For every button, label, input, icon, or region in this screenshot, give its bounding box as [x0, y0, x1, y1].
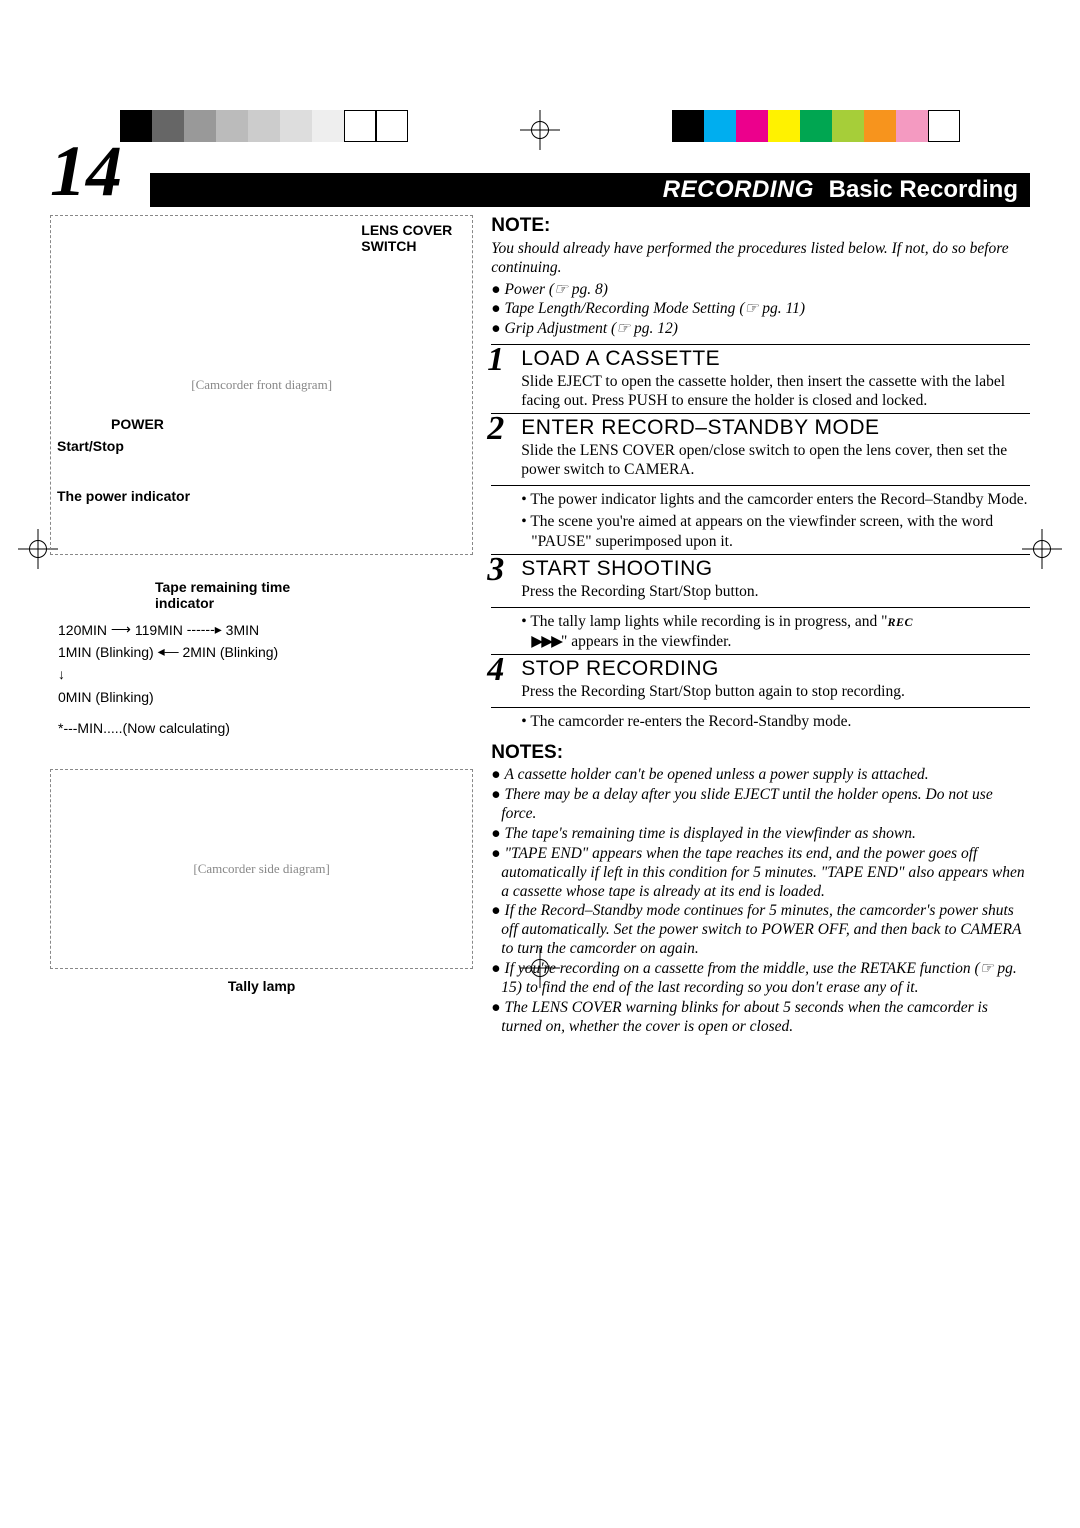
- label-start-stop: Start/Stop: [57, 438, 124, 454]
- section-subtitle: Basic Recording: [829, 176, 1018, 203]
- step-sub-bullets: The tally lamp lights while recording is…: [491, 612, 1030, 652]
- reg-square: [152, 110, 184, 142]
- label-power: POWER: [111, 416, 164, 432]
- notes-item: There may be a delay after you slide EJE…: [491, 786, 1030, 824]
- step-title: STOP RECORDING: [521, 657, 1030, 681]
- left-column: [Camcorder front diagram] LENS COVER SWI…: [50, 215, 473, 1038]
- tape-val-120: 120MIN: [58, 622, 107, 638]
- step-title: ENTER RECORD–STANDBY MODE: [521, 416, 1030, 440]
- tape-remaining-block: Tape remaining time indicator 120MIN ⟶ 1…: [50, 579, 473, 739]
- step-sub-bullets: The power indicator lights and the camco…: [491, 490, 1030, 551]
- prereq-item: Power (☞ pg. 8): [491, 280, 1030, 299]
- tape-val-1blink: 1MIN (Blinking): [58, 644, 154, 660]
- notes-item: A cassette holder can't be opened unless…: [491, 766, 1030, 785]
- step-title: LOAD A CASSETTE: [521, 347, 1030, 371]
- tape-val-3: 3MIN: [226, 622, 259, 638]
- notes-item: The LENS COVER warning blinks for about …: [491, 999, 1030, 1037]
- notes-item: The tape's remaining time is displayed i…: [491, 825, 1030, 844]
- step-title: START SHOOTING: [521, 557, 1030, 581]
- reg-square: [896, 110, 928, 142]
- prereq-item: Grip Adjustment (☞ pg. 12): [491, 319, 1030, 338]
- step: ENTER RECORD–STANDBY MODE 2 Slide the LE…: [491, 416, 1030, 480]
- header-bar: RECORDING Basic Recording: [150, 173, 1030, 207]
- reg-square: [832, 110, 864, 142]
- arrow-right-dashed-icon: ------▸: [187, 618, 222, 640]
- reg-square: [344, 110, 376, 142]
- arrow-down-icon: ↓: [58, 663, 65, 685]
- reg-square: [928, 110, 960, 142]
- prereq-list: Power (☞ pg. 8)Tape Length/Recording Mod…: [491, 280, 1030, 338]
- notes-list: A cassette holder can't be opened unless…: [491, 766, 1030, 1037]
- reg-square: [736, 110, 768, 142]
- registration-marks-top: [0, 110, 1080, 150]
- reg-square: [216, 110, 248, 142]
- right-column: NOTE: You should already have performed …: [491, 215, 1030, 1038]
- note-heading: NOTE:: [491, 215, 1030, 237]
- camcorder-diagram-top: [Camcorder front diagram] LENS COVER SWI…: [50, 215, 473, 555]
- label-lens-cover-switch: LENS COVER SWITCH: [361, 222, 452, 254]
- notes-heading: NOTES:: [491, 742, 1030, 764]
- diagram-placeholder: [Camcorder front diagram]: [191, 377, 332, 393]
- tape-val-119: 119MIN: [135, 622, 183, 638]
- reg-squares-right: [672, 110, 960, 142]
- diagram-placeholder-2: [Camcorder side diagram]: [193, 861, 329, 877]
- reg-square: [248, 110, 280, 142]
- reg-square: [312, 110, 344, 142]
- step-sub-item: The power indicator lights and the camco…: [521, 490, 1030, 510]
- camcorder-diagram-bottom: [Camcorder side diagram] Tally lamp: [50, 769, 473, 969]
- prereq-item: Tape Length/Recording Mode Setting (☞ pg…: [491, 299, 1030, 318]
- steps-container: LOAD A CASSETTE 1 Slide EJECT to open th…: [491, 344, 1030, 732]
- step-number: 2: [487, 412, 504, 446]
- reg-square: [184, 110, 216, 142]
- step: LOAD A CASSETTE 1 Slide EJECT to open th…: [491, 347, 1030, 411]
- arrow-right-icon: ⟶: [111, 618, 131, 640]
- step-body: Slide EJECT to open the cassette holder,…: [521, 372, 1030, 411]
- page: 1 4 RECORDING Basic Recording [Camcorder …: [0, 0, 1080, 1098]
- section-title: RECORDING: [663, 176, 814, 203]
- tape-val-calc: *---MIN.....(Now calculating): [58, 717, 473, 739]
- step-body: Slide the LENS COVER open/close switch t…: [521, 441, 1030, 480]
- step: STOP RECORDING 4 Press the Recording Sta…: [491, 657, 1030, 701]
- step-number: 3: [487, 553, 504, 587]
- reg-square: [768, 110, 800, 142]
- step-sub-bullets: The camcorder re-enters the Record-Stand…: [491, 712, 1030, 732]
- reg-square: [704, 110, 736, 142]
- step-number: 4: [487, 653, 504, 687]
- note-intro: You should already have performed the pr…: [491, 239, 1030, 278]
- step-body: Press the Recording Start/Stop button.: [521, 582, 1030, 601]
- tape-remaining-lines: 120MIN ⟶ 119MIN ------▸ 3MIN 1MIN (Blink…: [58, 619, 473, 739]
- reg-square: [376, 110, 408, 142]
- reg-square: [120, 110, 152, 142]
- reg-target-bottom-icon: [520, 948, 560, 988]
- reg-square: [280, 110, 312, 142]
- reg-target-icon: [520, 110, 560, 150]
- step: START SHOOTING 3 Press the Recording Sta…: [491, 557, 1030, 601]
- label-power-indicator: The power indicator: [57, 488, 190, 504]
- reg-squares-left: [120, 110, 408, 142]
- step-body: Press the Recording Start/Stop button ag…: [521, 682, 1030, 701]
- step-number: 1: [487, 343, 504, 377]
- registration-marks-bottom: [0, 948, 1080, 988]
- tape-val-2blink: 2MIN (Blinking): [183, 644, 279, 660]
- tape-remaining-title: Tape remaining time indicator: [155, 579, 473, 611]
- notes-item: "TAPE END" appears when the tape reaches…: [491, 845, 1030, 902]
- step-sub-item: The camcorder re-enters the Record-Stand…: [521, 712, 1030, 732]
- reg-square: [864, 110, 896, 142]
- reg-square: [672, 110, 704, 142]
- step-sub-item: The tally lamp lights while recording is…: [521, 612, 1030, 652]
- step-sub-item: The scene you're aimed at appears on the…: [521, 512, 1030, 552]
- arrow-left-icon: ◂—: [158, 640, 179, 662]
- tape-val-0blink: 0MIN (Blinking): [58, 686, 473, 708]
- reg-square: [800, 110, 832, 142]
